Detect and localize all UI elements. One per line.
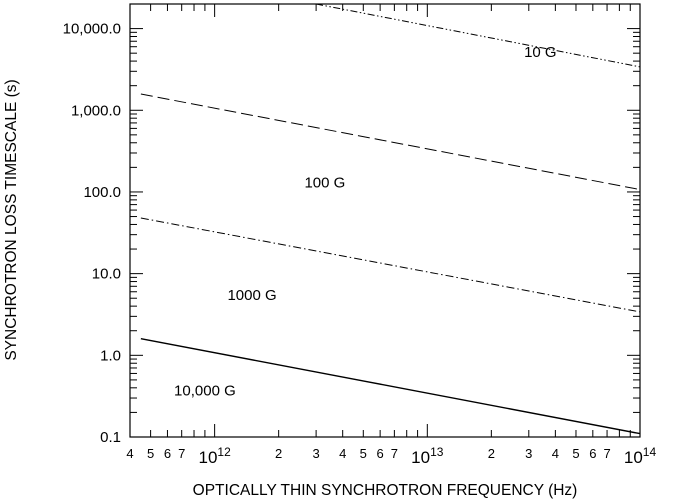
y-tick-label: 10,000.0 [63, 21, 121, 38]
y-axis-label: SYNCHROTRON LOSS TIMESCALE (s) [3, 79, 20, 360]
x-tick-label: 7 [178, 446, 185, 461]
x-tick-label: 4 [339, 446, 346, 461]
x-tick-label: 6 [164, 446, 171, 461]
x-tick-label: 4 [126, 446, 133, 461]
series-line [140, 93, 641, 191]
x-tick-label: 7 [391, 446, 398, 461]
x-tick-label: 5 [147, 446, 154, 461]
x-tick-label: 2 [275, 446, 282, 461]
y-tick-label: 10.0 [92, 266, 121, 283]
x-tick-label: 3 [525, 446, 532, 461]
series-label: 1000 G [227, 287, 276, 304]
plot-frame [129, 3, 641, 438]
series-line [140, 337, 641, 435]
x-tick-label: 7 [603, 446, 610, 461]
y-tick-label: 100.0 [83, 184, 121, 201]
series-label: 100 G [304, 175, 345, 192]
x-tick-label: 2 [488, 446, 495, 461]
x-tick-label: 5 [572, 446, 579, 461]
y-tick-label: 0.1 [100, 429, 121, 446]
series-line [140, 217, 641, 313]
x-tick-label: 5 [360, 446, 367, 461]
x-tick-label: 1013 [411, 445, 444, 467]
series-lines [140, 3, 641, 435]
y-tick-label: 1.0 [100, 347, 121, 364]
series-label: 10,000 G [174, 383, 236, 400]
x-tick-label: 4 [552, 446, 559, 461]
axis-ticks [129, 3, 641, 438]
x-tick-label: 1014 [624, 445, 657, 467]
x-tick-label: 3 [312, 446, 319, 461]
series-labels: 10 G 100 G 1000 G 10,000 G [174, 44, 557, 400]
x-tick-label: 1012 [198, 445, 231, 467]
x-tick-label: 6 [377, 446, 384, 461]
tick-labels: 4 5 6 7 1012 2 3 4 5 6 7 1013 2 3 4 5 6 7 10140.11.010.010… [63, 21, 657, 467]
x-axis-label: OPTICALLY THIN SYNCHROTRON FREQUENCY (Hz… [193, 482, 578, 499]
series-line [316, 3, 641, 68]
x-tick-label: 6 [589, 446, 596, 461]
y-tick-label: 1,000.0 [71, 102, 121, 119]
series-label: 10 G [524, 44, 557, 61]
